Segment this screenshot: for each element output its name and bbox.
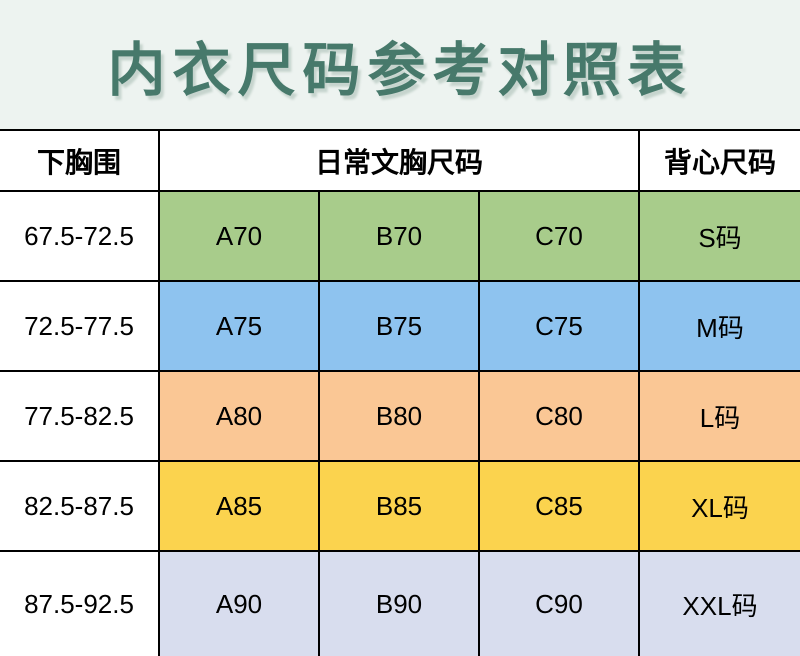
- table-row: 77.5-82.5 A80 B80 C80 L码: [0, 372, 800, 462]
- bra-size-cell-a: A75: [160, 282, 320, 372]
- table-row: 87.5-92.5 A90 B90 C90 XXL码: [0, 552, 800, 656]
- table-row: 72.5-77.5 A75 B75 C75 M码: [0, 282, 800, 372]
- bra-size-cell-b: B80: [320, 372, 480, 462]
- size-reference-table: 下胸围 日常文胸尺码 背心尺码 67.5-72.5 A70 B70 C70 S码…: [0, 129, 800, 656]
- bra-size-cell-a: A70: [160, 192, 320, 282]
- title-area: 内衣尺码参考对照表: [0, 0, 800, 129]
- bra-size-cell-b: B85: [320, 462, 480, 552]
- underbust-range-cell: 67.5-72.5: [0, 192, 160, 282]
- bra-size-cell-b: B70: [320, 192, 480, 282]
- bra-size-cell-c: C75: [480, 282, 640, 372]
- bra-size-cell-c: C85: [480, 462, 640, 552]
- bra-size-cell-b: B90: [320, 552, 480, 656]
- vest-size-cell: L码: [640, 372, 800, 462]
- page-title: 内衣尺码参考对照表: [107, 37, 693, 103]
- header-row: 下胸围 日常文胸尺码 背心尺码: [0, 131, 800, 192]
- table-row: 82.5-87.5 A85 B85 C85 XL码: [0, 462, 800, 552]
- header-vest-size: 背心尺码: [640, 131, 800, 192]
- vest-size-cell: M码: [640, 282, 800, 372]
- bra-size-cell-c: C90: [480, 552, 640, 656]
- vest-size-cell: XXL码: [640, 552, 800, 656]
- bra-size-cell-a: A85: [160, 462, 320, 552]
- vest-size-cell: XL码: [640, 462, 800, 552]
- table-row: 67.5-72.5 A70 B70 C70 S码: [0, 192, 800, 282]
- underbust-range-cell: 77.5-82.5: [0, 372, 160, 462]
- header-underbust: 下胸围: [0, 131, 160, 192]
- bra-size-cell-c: C70: [480, 192, 640, 282]
- bra-size-cell-a: A80: [160, 372, 320, 462]
- bra-size-cell-b: B75: [320, 282, 480, 372]
- underbust-range-cell: 72.5-77.5: [0, 282, 160, 372]
- underbust-range-cell: 82.5-87.5: [0, 462, 160, 552]
- header-daily-bra-size: 日常文胸尺码: [160, 131, 640, 192]
- underbust-range-cell: 87.5-92.5: [0, 552, 160, 656]
- vest-size-cell: S码: [640, 192, 800, 282]
- bra-size-cell-c: C80: [480, 372, 640, 462]
- bra-size-cell-a: A90: [160, 552, 320, 656]
